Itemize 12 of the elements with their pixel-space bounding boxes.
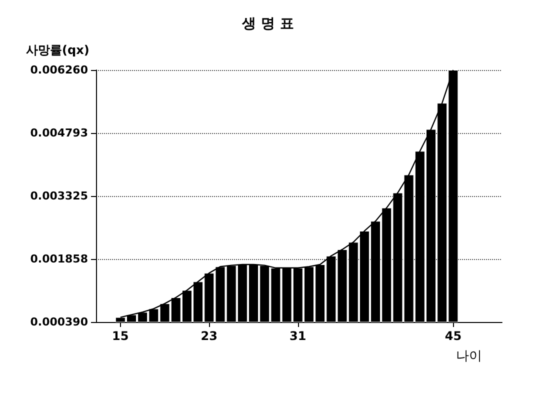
y-axis-title: 사망률(qx) bbox=[26, 43, 90, 57]
y-tick-label: 0.001858 bbox=[30, 252, 88, 266]
y-tick-label: 0.004793 bbox=[30, 126, 88, 140]
x-tick-label: 23 bbox=[200, 329, 218, 343]
x-tick-label: 31 bbox=[290, 329, 306, 343]
x-tick-label: 15 bbox=[112, 329, 129, 343]
y-tick-label: 0.000390 bbox=[30, 316, 88, 328]
chart-title: 생 명 표 bbox=[241, 16, 294, 32]
x-tick-label: 45 bbox=[444, 329, 462, 343]
y-tick-label: 0.006260 bbox=[30, 64, 88, 76]
x-axis-title: 나이 bbox=[456, 349, 482, 364]
y-tick-label: 0.003325 bbox=[30, 190, 88, 202]
